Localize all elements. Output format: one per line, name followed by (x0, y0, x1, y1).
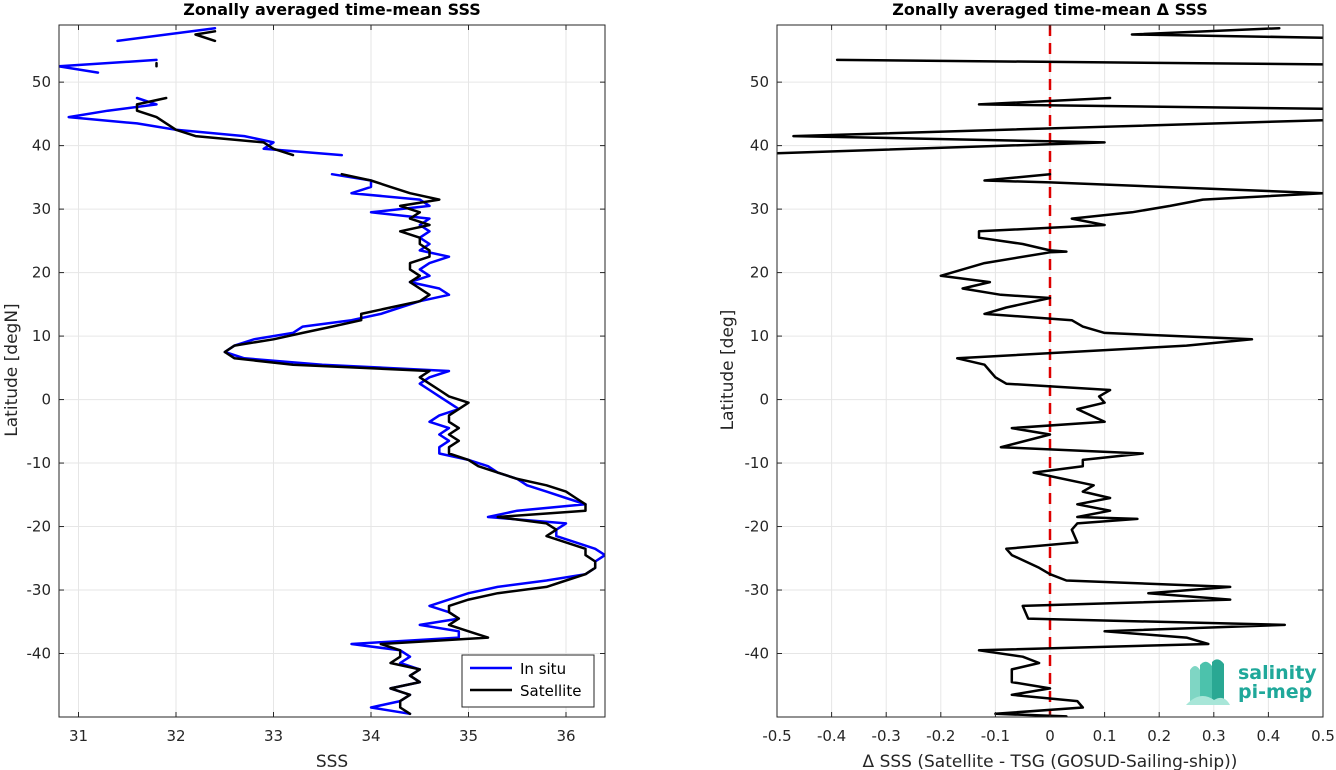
panel-delta-sss: Zonally averaged time-mean Δ SSS -0.5 -0.… (718, 0, 1335, 770)
logo-text-pi-mep: pi-mep (1238, 681, 1312, 703)
y-tick-label: -40 (745, 645, 770, 663)
wave-icon (1186, 659, 1230, 705)
y-tick-label: 30 (32, 200, 51, 218)
x-tick-label: 0.5 (1311, 727, 1335, 745)
sss-series-line-in-situ (59, 58, 158, 74)
panel-delta-sss-ylabel: Latitude [deg] (718, 310, 738, 431)
sss-series-line-in-situ (67, 96, 344, 157)
panel-sss: Zonally averaged time-mean SSS 31 32 33 34 3… (2, 0, 606, 770)
y-tick-label: 10 (750, 327, 769, 345)
panel-sss-ticks: 31 32 33 34 35 36 -40 -30 -20 -10 0 10 20 30 40 50 (27, 25, 605, 745)
y-tick-label: 0 (41, 391, 51, 409)
y-tick-label: -10 (745, 454, 770, 472)
sss-series-line-satellite (223, 172, 597, 716)
y-tick-label: -30 (745, 581, 770, 599)
panel-delta-sss-xlabel: Δ SSS (Satellite - TSG (GOSUD-Sailing-sh… (863, 752, 1238, 770)
y-tick-label: 10 (32, 327, 51, 345)
legend: In situ Satellite (461, 654, 595, 708)
x-tick-label: 0.1 (1093, 727, 1117, 745)
x-tick-label: 0.4 (1256, 727, 1280, 745)
y-tick-label: 30 (750, 200, 769, 218)
logo-text-salinity: salinity (1238, 662, 1317, 684)
sss-series-line-in-situ (116, 26, 217, 43)
x-tick-label: 0.2 (1147, 727, 1171, 745)
x-tick-label: 35 (459, 727, 478, 745)
sss-series-line-satellite (194, 30, 217, 43)
y-tick-label: 50 (750, 73, 769, 91)
panel-sss-ylabel: Latitude [degN] (2, 303, 22, 436)
x-tick-label: -0.4 (817, 727, 846, 745)
y-tick-label: 20 (750, 264, 769, 282)
x-tick-label: 33 (264, 727, 283, 745)
sss-series-line-satellite (135, 96, 295, 157)
y-tick-label: 0 (759, 391, 769, 409)
x-tick-label: -0.5 (762, 727, 791, 745)
x-tick-label: 36 (556, 727, 575, 745)
x-tick-label: 32 (166, 727, 185, 745)
x-tick-label: 0.3 (1202, 727, 1226, 745)
panel-sss-series (59, 26, 605, 716)
y-tick-label: -20 (745, 518, 770, 536)
y-tick-label: -30 (27, 581, 52, 599)
x-tick-label: -0.3 (872, 727, 901, 745)
panel-delta-sss-ticks: -0.5 -0.4 -0.3 -0.2 -0.1 0 0.1 0.2 0.3 0.4 0.5 -40 -… (745, 25, 1335, 745)
panel-sss-title: Zonally averaged time-mean SSS (183, 0, 481, 19)
x-tick-label: 0 (1045, 727, 1055, 745)
legend-label-satellite: Satellite (520, 682, 581, 700)
y-tick-label: 50 (32, 73, 51, 91)
panel-sss-frame (58, 24, 606, 718)
y-tick-label: -20 (27, 518, 52, 536)
legend-box (461, 654, 595, 708)
y-tick-label: 20 (32, 264, 51, 282)
x-tick-label: -0.1 (981, 727, 1010, 745)
x-tick-label: -0.2 (926, 727, 955, 745)
y-tick-label: -10 (27, 454, 52, 472)
y-tick-label: 40 (750, 137, 769, 155)
y-tick-label: -40 (27, 645, 52, 663)
panel-delta-sss-series (777, 26, 1323, 717)
salinity-pi-mep-logo: salinity pi-mep (1186, 659, 1317, 705)
legend-label-in-situ: In situ (520, 660, 566, 678)
x-tick-label: 34 (361, 727, 380, 745)
delta-sss-series-line-series-0 (777, 118, 1323, 155)
delta-sss-series-line-series-0 (1130, 26, 1323, 39)
delta-sss-series-line-series-0 (939, 172, 1323, 717)
panel-sss-grid (59, 25, 605, 717)
panel-sss-xlabel: SSS (316, 752, 348, 770)
delta-sss-series-line-series-0 (977, 96, 1323, 111)
sss-series-line-in-situ (223, 172, 605, 716)
x-tick-label: 31 (69, 727, 88, 745)
panel-delta-sss-title: Zonally averaged time-mean Δ SSS (892, 0, 1208, 19)
delta-sss-series-line-series-0 (835, 58, 1323, 66)
y-tick-label: 40 (32, 137, 51, 155)
